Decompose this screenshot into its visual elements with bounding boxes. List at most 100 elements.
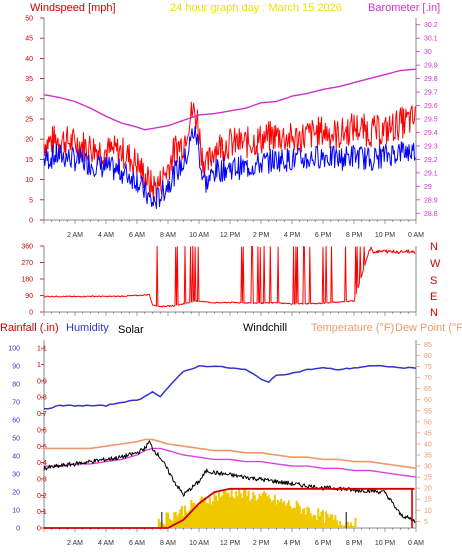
- humidity-axis-title: Humidity: [66, 322, 109, 334]
- rain-y-tick-label: 0.3: [37, 476, 47, 483]
- rain-y-tick-label: 0.5: [37, 444, 47, 451]
- temperature-y-tick-label: 65: [424, 386, 432, 393]
- dewpoint-line: [44, 447, 417, 478]
- temperature-panel-x-tick-label: 10 AM: [189, 540, 209, 547]
- compass-label: N: [430, 241, 438, 253]
- barometer-y-tick-label: 29.7: [424, 90, 438, 97]
- barometer-y-tick-label: 30.2: [424, 22, 438, 29]
- wind-y-tick-label: 45: [25, 36, 33, 43]
- dewpoint-axis-title: Dew Point (°F): [395, 322, 462, 334]
- barometer-line: [43, 68, 417, 131]
- temperature-y-tick-label: 30: [424, 464, 432, 471]
- barometer-y-tick-label: 29.9: [424, 63, 438, 70]
- wind-y-tick-label: 50: [25, 16, 33, 23]
- temperature-y-tick-label: 45: [424, 430, 432, 437]
- temperature-panel-x-tick-label: 2 AM: [67, 540, 83, 547]
- wind-panel-x-tick-label: 2 AM: [67, 232, 83, 239]
- wind-y-tick-label: 25: [25, 117, 33, 124]
- wind-panel-x-tick-label: 12 PM: [220, 232, 240, 239]
- rainfall-line: [44, 487, 415, 529]
- wind-panel-x-tick-label: 10 AM: [189, 232, 209, 239]
- barometer-y-tick-label: 29.8: [424, 76, 438, 83]
- humidity-y-tick-label: 30: [12, 472, 20, 479]
- wind-panel-x-tick-label: 0 AM: [408, 232, 424, 239]
- humidity-y-tick-label: 20: [12, 490, 20, 497]
- rain-y-tick-label: 0.2: [37, 493, 47, 500]
- barometer-y-tick-label: 30: [424, 49, 432, 56]
- wind-panel-x-tick-label: 10 PM: [375, 232, 395, 239]
- barometer-y-tick-label: 29.6: [424, 103, 438, 110]
- temperature-y-tick-label: 60: [424, 397, 432, 404]
- rain-y-tick-label: 0.9: [37, 378, 47, 385]
- humidity-y-tick-label: 80: [12, 382, 20, 389]
- barometer-y-tick-label: 29.3: [424, 143, 438, 150]
- humidity-y-tick-label: 40: [12, 454, 20, 461]
- temperature-humidity-panel: 0 10 20 30 40 50 60 70 80 90 100 0 0.1 0.2 0.3 0.4 0.5 0.…: [8, 340, 432, 547]
- temperature-panel-x-tick-label: 2 PM: [253, 540, 270, 547]
- wind-panel-x-tick-label: 4 AM: [98, 232, 114, 239]
- humidity-y-tick-label: 0: [16, 526, 20, 533]
- direction-y-tick-label: 270: [21, 260, 33, 267]
- temperature-y-tick-label: 55: [424, 408, 432, 415]
- temperature-y-tick-label: 15: [424, 497, 432, 504]
- humidity-y-tick-label: 100: [8, 346, 20, 353]
- barometer-axis-title: Barometer [.in]: [368, 2, 440, 14]
- windchill-title: Windchill: [243, 322, 287, 334]
- wind-gust-line: [43, 101, 416, 200]
- wind-panel-x-tick-label: 8 AM: [160, 232, 176, 239]
- rain-y-tick-label: 0.1: [37, 509, 47, 516]
- temperature-line: [44, 438, 417, 470]
- wind-direction-line: [43, 245, 416, 308]
- direction-y-tick-label: 360: [21, 244, 33, 251]
- rain-y-tick-label: 1: [37, 362, 41, 369]
- rain-y-tick-label: 0: [37, 526, 41, 533]
- temperature-panel-x-tick-label: 8 PM: [346, 540, 363, 547]
- humidity-y-tick-label: 90: [12, 364, 20, 371]
- temperature-y-tick-label: 80: [424, 353, 432, 360]
- temperature-y-tick-label: 75: [424, 364, 432, 371]
- date-title: 24 hour graph day : March 15 2026: [170, 2, 342, 14]
- temperature-y-tick-label: 50: [424, 419, 432, 426]
- wind-panel-x-tick-label: 4 PM: [284, 232, 301, 239]
- direction-y-tick-label: 90: [25, 293, 33, 300]
- windchill-line: [43, 440, 416, 524]
- wind-y-tick-label: 35: [25, 76, 33, 83]
- temperature-panel-x-tick-label: 10 PM: [375, 540, 395, 547]
- wind-y-tick-label: 10: [25, 177, 33, 184]
- compass-label: N: [430, 307, 438, 319]
- rain-y-tick-label: 0.7: [37, 411, 47, 418]
- rain-y-tick-label: 0.4: [37, 460, 47, 467]
- temperature-panel-x-tick-label: 8 AM: [160, 540, 176, 547]
- temperature-y-tick-label: 40: [424, 441, 432, 448]
- compass-label: S: [430, 275, 437, 287]
- direction-y-tick-label: 0: [29, 310, 33, 317]
- barometer-y-tick-label: 28.9: [424, 197, 438, 204]
- rain-y-tick-label: 1.1: [37, 346, 47, 353]
- temperature-y-tick-label: 35: [424, 453, 432, 460]
- temperature-panel-x-tick-label: 0 AM: [408, 540, 424, 547]
- temperature-y-tick-label: 70: [424, 375, 432, 382]
- humidity-y-tick-label: 50: [12, 436, 20, 443]
- rain-y-tick-label: 0.6: [37, 427, 47, 434]
- wind-y-tick-label: 0: [29, 218, 33, 225]
- compass-label: W: [430, 258, 441, 270]
- temperature-axis-title: Temperature (°F): [311, 322, 394, 334]
- barometer-y-tick-label: 29.4: [424, 130, 438, 137]
- temperature-y-tick-label: 85: [424, 342, 432, 349]
- barometer-y-tick-label: 29: [424, 184, 432, 191]
- temperature-y-tick-label: 5: [424, 519, 428, 526]
- barometer-y-tick-label: 29.5: [424, 117, 438, 124]
- temperature-y-tick-label: 20: [424, 486, 432, 493]
- temperature-panel-x-tick-label: 4 PM: [284, 540, 301, 547]
- wind-y-tick-label: 20: [25, 137, 33, 144]
- humidity-line: [44, 364, 417, 410]
- temperature-panel-x-tick-label: 12 PM: [220, 540, 240, 547]
- humidity-y-tick-label: 70: [12, 400, 20, 407]
- wind-panel-x-tick-label: 2 PM: [253, 232, 270, 239]
- humidity-y-tick-label: 60: [12, 418, 20, 425]
- solar-title: Solar: [118, 324, 144, 336]
- humidity-y-tick-label: 10: [12, 508, 20, 515]
